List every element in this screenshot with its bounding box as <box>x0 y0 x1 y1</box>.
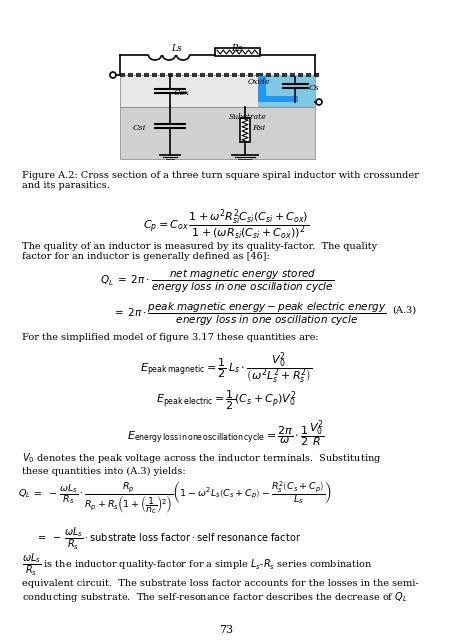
Bar <box>248 73 253 77</box>
Bar <box>297 73 302 77</box>
Bar <box>290 73 295 77</box>
Bar <box>215 48 259 56</box>
Bar <box>192 73 197 77</box>
Text: 73: 73 <box>218 625 233 635</box>
Text: Cs: Cs <box>308 84 319 92</box>
Bar <box>273 73 278 77</box>
Bar <box>313 73 318 77</box>
Text: Rsi: Rsi <box>252 124 265 132</box>
Bar <box>258 75 314 107</box>
Text: $Q_L \;=\; 2\pi\cdot\dfrac{\mathit{net\ magnetic\ energy\ stored}}{\mathit{energ: $Q_L \;=\; 2\pi\cdot\dfrac{\mathit{net\ … <box>100 268 333 295</box>
Bar <box>160 73 165 77</box>
Bar <box>255 73 260 77</box>
Bar <box>224 73 229 77</box>
Text: $E_{\rm energy\,loss\,in\,one\,oscillation\,cycle} = \dfrac{2\pi}{\omega}\cdot\d: $E_{\rm energy\,loss\,in\,one\,oscillati… <box>127 419 324 450</box>
Bar <box>239 118 249 142</box>
Text: Ls: Ls <box>170 44 181 53</box>
Text: The quality of an inductor is measured by its quality-factor.  The quality
facto: The quality of an inductor is measured b… <box>22 242 376 261</box>
Text: $=\; 2\pi\cdot\dfrac{\mathit{peak\ magnetic\ energy} - \mathit{peak\ electric\ e: $=\; 2\pi\cdot\dfrac{\mathit{peak\ magne… <box>112 301 386 328</box>
Text: (A.3): (A.3) <box>391 305 415 314</box>
Bar <box>281 73 286 77</box>
Bar <box>258 73 262 77</box>
Bar <box>152 73 156 77</box>
Bar <box>265 73 271 77</box>
Text: $=\; -\,\dfrac{\omega L_s}{R_s}\cdot\text{substrate loss factor}\cdot\text{self : $=\; -\,\dfrac{\omega L_s}{R_s}\cdot\tex… <box>36 525 300 552</box>
Bar <box>128 73 133 77</box>
Text: For the simplified model of figure 3.17 these quantities are:: For the simplified model of figure 3.17 … <box>22 333 318 342</box>
Bar <box>168 73 173 77</box>
Text: Cox: Cox <box>174 89 190 97</box>
Bar <box>239 73 244 77</box>
Bar <box>199 73 205 77</box>
Bar <box>175 73 180 77</box>
Bar <box>144 73 149 77</box>
Bar <box>184 73 189 77</box>
Bar <box>258 76 265 101</box>
Text: Oxide: Oxide <box>248 78 270 86</box>
Text: $V_0$ denotes the peak voltage across the inductor terminals.  Substituting
thes: $V_0$ denotes the peak voltage across th… <box>22 451 381 476</box>
Text: $E_{\rm peak\,magnetic} = \dfrac{1}{2}\,L_s\cdot\dfrac{V_0^2}{\left(\omega^2 L_s: $E_{\rm peak\,magnetic} = \dfrac{1}{2}\,… <box>139 351 312 387</box>
Bar <box>136 73 141 77</box>
Bar <box>120 75 314 107</box>
Bar <box>305 73 310 77</box>
Text: $\dfrac{\omega L_s}{R_s}$ is the inductor quality-factor for a simple $L_s$-$R_s: $\dfrac{\omega L_s}{R_s}$ is the inducto… <box>22 551 418 604</box>
Bar <box>231 73 236 77</box>
Bar <box>216 73 221 77</box>
Bar <box>258 96 297 102</box>
Text: and its parasitics.: and its parasitics. <box>22 181 110 190</box>
Text: $E_{\rm peak\,electric} = \dfrac{1}{2}(C_s + C_p)V_0^2$: $E_{\rm peak\,electric} = \dfrac{1}{2}(C… <box>156 389 295 412</box>
Text: $C_p = C_{ox}\,\dfrac{1+\omega^2 R_{si}^2 C_{si}\left(C_{si}+C_{ox}\right)}{1+\l: $C_p = C_{ox}\,\dfrac{1+\omega^2 R_{si}^… <box>143 208 308 243</box>
Bar <box>207 73 212 77</box>
Bar <box>120 73 125 77</box>
Text: Figure A.2: Cross section of a three turn square spiral inductor with crossunder: Figure A.2: Cross section of a three tur… <box>22 171 418 180</box>
Text: Csi: Csi <box>133 124 146 132</box>
Text: Rs: Rs <box>231 44 242 53</box>
Text: $Q_L \;=\; -\,\dfrac{\omega L_s}{R_s}\cdot\dfrac{R_p}{R_p+R_s\left(1+\left(\dfra: $Q_L \;=\; -\,\dfrac{\omega L_s}{R_s}\cd… <box>18 479 331 515</box>
Bar <box>120 107 314 159</box>
Text: Substrate: Substrate <box>229 113 266 121</box>
